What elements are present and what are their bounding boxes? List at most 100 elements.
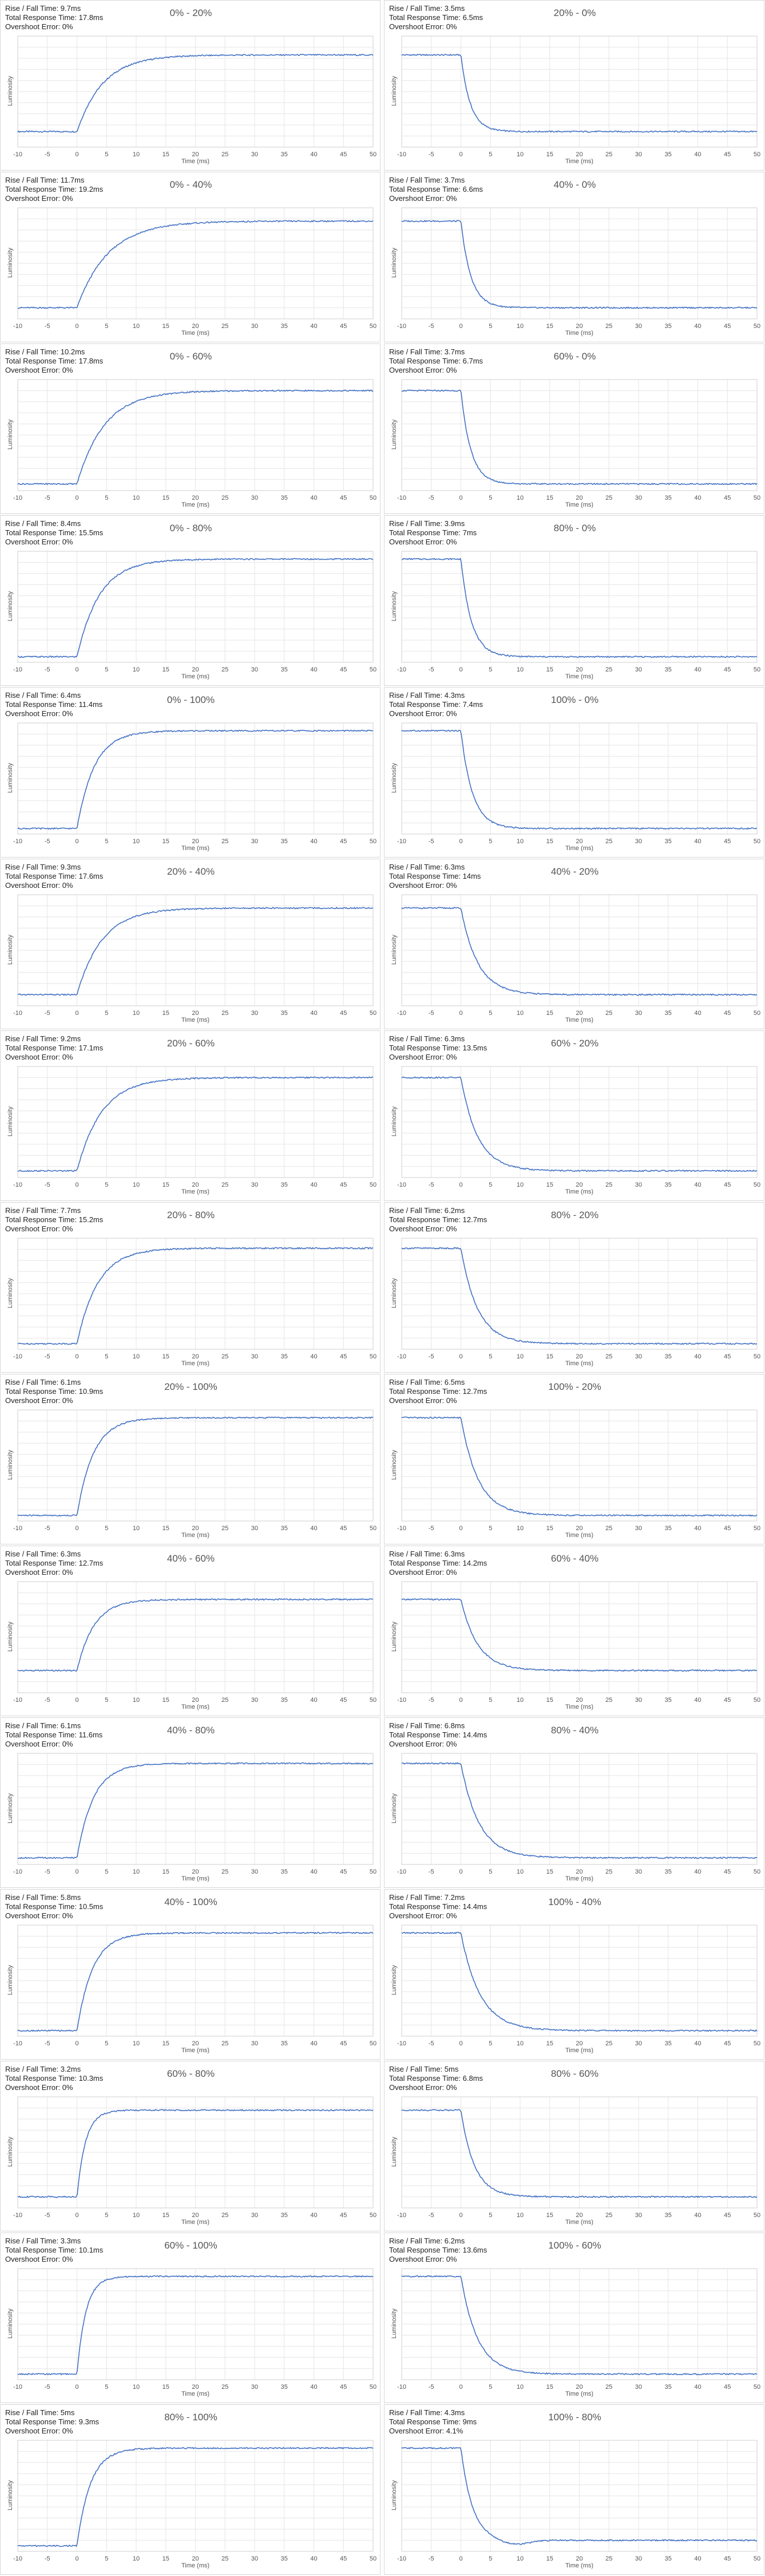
overshoot-error: Overshoot Error: 0% xyxy=(5,881,73,890)
x-tick-label: 10 xyxy=(517,1010,524,1017)
x-tick-label: -10 xyxy=(397,1010,406,1017)
x-tick-label: 30 xyxy=(251,1697,258,1704)
luminosity-series-line xyxy=(401,1076,758,1172)
plot-frame xyxy=(17,551,374,663)
stats-block: Rise / Fall Time: 4.3ms Total Response Ti… xyxy=(389,2408,477,2436)
chart-title: 40% - 0% xyxy=(553,179,596,190)
x-tick-label: 20 xyxy=(576,1697,582,1704)
x-tick-label: -5 xyxy=(429,2384,434,2391)
x-axis-label: Time (ms) xyxy=(565,1875,594,1882)
x-tick-label: 50 xyxy=(370,1868,376,1875)
chart-panel: Rise / Fall Time: 4.3ms Total Response Ti… xyxy=(384,687,764,858)
overshoot-error: Overshoot Error: 0% xyxy=(5,22,73,31)
chart-title: 100% - 0% xyxy=(550,694,599,705)
x-tick-label: 50 xyxy=(754,1010,760,1017)
x-tick-label: -5 xyxy=(429,2555,434,2562)
x-tick-label: 25 xyxy=(605,1182,612,1188)
x-tick-label: -5 xyxy=(45,666,50,673)
luminosity-series-line xyxy=(17,2275,374,2376)
stats-block: Rise / Fall Time: 9.3ms Total Response Ti… xyxy=(5,863,103,890)
x-axis-label: Time (ms) xyxy=(565,2391,594,2397)
x-tick-label: -5 xyxy=(45,2555,50,2562)
x-tick-label: 45 xyxy=(724,1697,731,1704)
total-response-time: Total Response Time: 9.3ms xyxy=(5,2417,100,2426)
x-tick-label: 15 xyxy=(162,1697,169,1704)
x-tick-label: 50 xyxy=(754,151,760,158)
chart-panel: Rise / Fall Time: 8.4ms Total Response Ti… xyxy=(0,515,380,686)
chart-title: 0% - 100% xyxy=(167,694,215,705)
x-tick-label: -5 xyxy=(429,1353,434,1360)
x-tick-label: 30 xyxy=(635,1697,642,1704)
chart-panel: Rise / Fall Time: 10.2ms Total Response T… xyxy=(0,343,380,514)
chart-panel: Rise / Fall Time: 11.7ms Total Response T… xyxy=(0,172,380,342)
plot-svg: -10 -5 0 5 10 15 20 25 30 35 40 45 50 xyxy=(13,1753,376,1875)
total-response-time: Total Response Time: 6.7ms xyxy=(389,357,483,365)
x-tick-label: 50 xyxy=(370,2384,376,2391)
luminosity-series-line xyxy=(401,1762,758,1859)
overshoot-error: Overshoot Error: 0% xyxy=(5,1396,73,1405)
chart-title: 60% - 20% xyxy=(550,1038,599,1049)
chart-title: 40% - 20% xyxy=(550,866,599,877)
x-tick-label: 30 xyxy=(635,2212,642,2219)
x-tick-label: 0 xyxy=(75,2384,78,2391)
x-tick-label: 5 xyxy=(489,1182,492,1188)
x-tick-label: 15 xyxy=(162,1010,169,1017)
stats-block: Rise / Fall Time: 6.3ms Total Response Ti… xyxy=(5,1550,103,1577)
plot-frame xyxy=(17,1409,374,1522)
x-tick-label: 45 xyxy=(340,2040,347,2047)
x-tick-label: 15 xyxy=(162,1868,169,1875)
x-tick-label: 45 xyxy=(724,666,731,673)
y-axis-label: Luminosity xyxy=(7,934,14,965)
x-tick-label: 50 xyxy=(754,495,760,501)
x-tick-label: 45 xyxy=(724,2212,731,2219)
overshoot-error: Overshoot Error: 4.1% xyxy=(389,2427,463,2435)
x-tick-label: 0 xyxy=(75,1697,78,1704)
overshoot-error: Overshoot Error: 0% xyxy=(389,194,457,203)
x-tick-label: 45 xyxy=(724,495,731,501)
x-tick-label: 10 xyxy=(133,2040,140,2047)
x-axis-label: Time (ms) xyxy=(565,330,594,337)
x-tick-label: 5 xyxy=(105,2212,108,2219)
x-tick-label: 30 xyxy=(635,1525,642,1532)
chart-title: 100% - 40% xyxy=(548,1897,601,1907)
rise-fall-time: Rise / Fall Time: 11.7ms xyxy=(5,176,85,184)
x-tick-label: 0 xyxy=(459,1868,462,1875)
x-tick-label: 40 xyxy=(694,2555,701,2562)
x-tick-label: 30 xyxy=(251,1525,258,1532)
x-tick-label: 10 xyxy=(133,323,140,330)
x-tick-label: 0 xyxy=(459,495,462,501)
x-tick-label: -5 xyxy=(429,495,434,501)
x-tick-label: 15 xyxy=(546,1182,553,1188)
overshoot-error: Overshoot Error: 0% xyxy=(5,1568,73,1577)
x-tick-label: 25 xyxy=(605,323,612,330)
total-response-time: Total Response Time: 17.1ms xyxy=(5,1044,104,1052)
plot-frame xyxy=(17,1581,374,1693)
x-tick-label: 40 xyxy=(694,323,701,330)
x-tick-label: -10 xyxy=(13,2555,22,2562)
plot-frame xyxy=(17,207,374,319)
x-tick-label: 30 xyxy=(635,2384,642,2391)
total-response-time: Total Response Time: 12.7ms xyxy=(389,1215,487,1224)
x-tick-label: -5 xyxy=(429,151,434,158)
x-tick-label: 30 xyxy=(251,2212,258,2219)
x-tick-label: 10 xyxy=(133,838,140,845)
plot-frame xyxy=(401,2096,758,2208)
rise-fall-time: Rise / Fall Time: 6.3ms xyxy=(389,1034,465,1043)
luminosity-series-line xyxy=(17,54,374,133)
total-response-time: Total Response Time: 11.4ms xyxy=(5,700,103,709)
x-tick-label: 15 xyxy=(162,2212,169,2219)
x-tick-label: 5 xyxy=(105,1182,108,1188)
y-axis-label: Luminosity xyxy=(7,419,14,450)
x-tick-label: 5 xyxy=(105,1868,108,1875)
x-tick-label: 10 xyxy=(133,1182,140,1188)
x-tick-label: 5 xyxy=(489,323,492,330)
overshoot-error: Overshoot Error: 0% xyxy=(389,538,457,546)
x-axis-label: Time (ms) xyxy=(181,1875,210,1882)
x-tick-label: 50 xyxy=(370,1182,376,1188)
x-tick-label: -10 xyxy=(13,666,22,673)
chart-title: 100% - 60% xyxy=(548,2240,601,2251)
chart-title: 80% - 60% xyxy=(550,2068,599,2079)
x-tick-label: 15 xyxy=(162,2555,169,2562)
x-tick-label: 5 xyxy=(489,2555,492,2562)
x-tick-label: 50 xyxy=(370,2555,376,2562)
